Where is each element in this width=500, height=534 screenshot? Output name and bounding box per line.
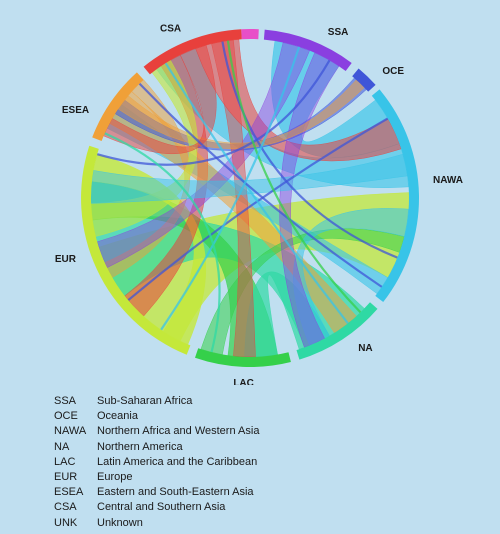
- arc-csa: [143, 29, 242, 75]
- ribbon-ssa-na: [279, 52, 340, 348]
- arc-nawa: [371, 89, 420, 303]
- legend-row-3: NA Northern America: [54, 440, 259, 455]
- flow-line-csa-na: [164, 62, 349, 324]
- label-esea: ESEA: [62, 105, 89, 116]
- legend-code: NA: [54, 440, 70, 453]
- flow-line-na-csa: [226, 40, 362, 314]
- arc-ssa: [263, 29, 352, 72]
- label-nawa: NAWA: [433, 175, 463, 186]
- arc-eur: [81, 145, 191, 355]
- legend-code: SSA: [54, 395, 77, 407]
- legend-row-0: SSA Sub-Saharan Africa: [54, 394, 259, 409]
- legend-name: Eastern and South-Eastern Asia: [97, 486, 254, 499]
- flow-line-esea-lac: [104, 132, 221, 353]
- arc-lac: [195, 348, 291, 368]
- legend-row-1: OCE Oceania: [54, 409, 259, 424]
- legend-code: EUR: [54, 471, 78, 484]
- label-csa: CSA: [160, 23, 181, 34]
- arc-oce: [352, 68, 376, 92]
- arc-esea: [92, 72, 144, 141]
- ribbon-csa-esea: [103, 44, 217, 155]
- legend-code: OCE: [54, 410, 78, 423]
- legend-row-7: CSA Central and Southern Asia: [54, 500, 259, 515]
- legend-row-5: EUR Europe: [54, 470, 259, 485]
- legend-row-8: UNK Unknown: [54, 516, 259, 531]
- legend-name: Central and Southern Asia: [97, 501, 226, 514]
- legend-name: Northern America: [97, 440, 183, 453]
- chord-diagram: CSA SSA OCE NAWA NA LAC EUR ESEA: [55, 23, 463, 385]
- legend-code: NAWA: [54, 425, 87, 438]
- legend-name: Latin America and the Caribbean: [97, 455, 258, 468]
- region-labels: CSA SSA OCE NAWA NA LAC EUR ESEA: [55, 23, 463, 385]
- legend-name: Europe: [97, 471, 133, 484]
- flow-line-esea-nawa: [138, 82, 383, 288]
- flow-line-ssa-eur: [96, 59, 331, 166]
- legend-code: CSA: [54, 501, 77, 514]
- label-ssa: SSA: [328, 27, 349, 38]
- legend-name: Oceania: [97, 410, 138, 423]
- label-eur: EUR: [55, 254, 77, 265]
- legend-row-2: NAWA Northern Africa and Western Asia: [54, 424, 259, 439]
- arc-na: [296, 302, 378, 360]
- chord-ribbons: [90, 39, 410, 358]
- legend-row-6: ESEA Eastern and South-Eastern Asia: [54, 485, 259, 500]
- legend: SSA Sub-Saharan Africa OCE Oceania NAWA …: [54, 394, 259, 531]
- flow-line-nawa-csa: [221, 41, 398, 259]
- flow-line-nawa-eur: [127, 117, 389, 302]
- ribbon-nawa-na: [293, 208, 409, 346]
- flow-line-eur-ssa: [160, 46, 301, 331]
- label-na: NA: [358, 343, 372, 354]
- label-oce: OCE: [382, 66, 404, 77]
- legend-name: Northern Africa and Western Asia: [97, 425, 260, 438]
- arc-unk: [241, 28, 259, 40]
- label-lac: LAC: [233, 378, 254, 385]
- legend-name: Unknown: [97, 516, 143, 529]
- legend-code: ESEA: [54, 486, 84, 499]
- ribbon-csa-lac: [211, 39, 256, 358]
- legend-row-4: LAC Latin America and the Caribbean: [54, 455, 259, 470]
- legend-name: Sub-Saharan Africa: [97, 395, 193, 407]
- legend-code: UNK: [54, 516, 78, 529]
- region-arcs: [81, 28, 420, 368]
- legend-code: LAC: [54, 455, 76, 468]
